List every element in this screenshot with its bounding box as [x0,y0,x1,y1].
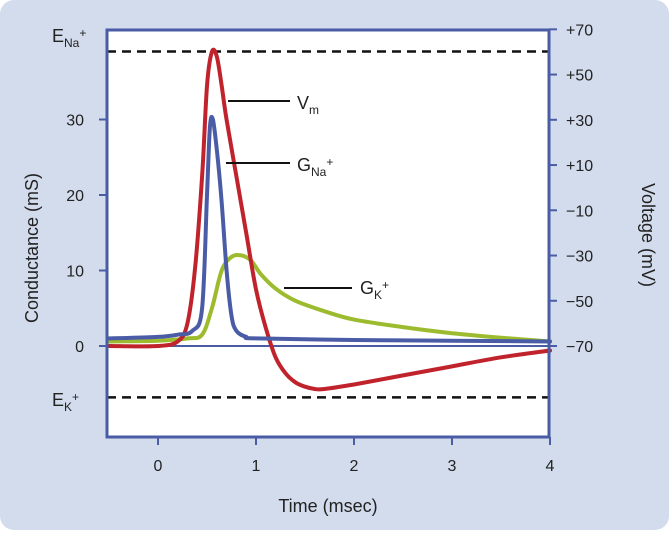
right-tick-label: −70 [566,339,593,356]
x-tick-label: 2 [350,458,359,475]
left-tick-label: 10 [66,264,84,281]
right-tick-label: +50 [566,68,593,85]
right-tick-label: +10 [566,158,593,175]
x-tick-label: 3 [448,458,457,475]
right-tick-label: −50 [566,294,593,311]
x-tick-label: 4 [546,458,555,475]
left-axis-title: Conductance (mS) [22,173,42,323]
series-label-gk: GK+ [360,278,389,302]
left-tick-label: 0 [75,339,84,356]
reference-label-ena: ENa+ [52,26,86,50]
series-line-gk [107,252,552,344]
plot-frame [105,28,551,439]
series-line-gna [107,114,552,344]
right-tick-label: −10 [566,203,593,220]
plot-area [107,30,549,437]
right-axis-title: Voltage (mV) [638,183,658,287]
right-tick-label: −30 [566,249,593,266]
right-tick-label: +30 [566,113,593,130]
x-axis-title: Time (msec) [278,496,377,516]
series-line-vm [107,47,552,392]
x-tick-label: 1 [252,458,261,475]
series-label-gna: GNa+ [297,155,333,179]
right-tick-label: +70 [566,22,593,39]
reference-label-ek: EK+ [52,390,79,414]
series-label-vm: Vm [297,93,319,117]
left-tick-label: 30 [66,113,84,130]
x-tick-label: 0 [154,458,163,475]
left-tick-label: 20 [66,188,84,205]
